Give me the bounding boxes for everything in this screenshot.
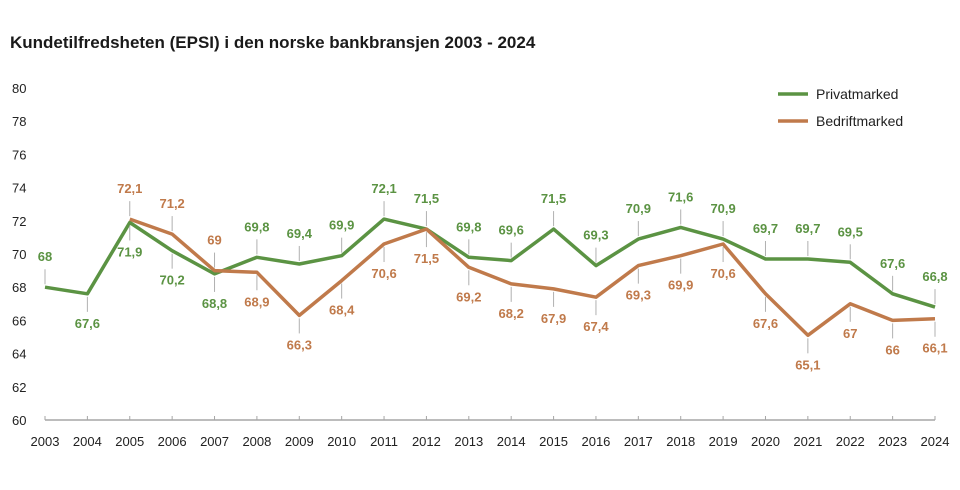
- data-label: 70,9: [710, 201, 735, 216]
- data-label: 68,9: [244, 294, 269, 309]
- x-tick-label: 2018: [666, 434, 695, 449]
- y-tick-label: 78: [12, 114, 26, 129]
- data-label: 69,8: [244, 219, 269, 234]
- data-label: 67,6: [753, 316, 778, 331]
- legend: Privatmarked Bedriftmarked: [778, 86, 903, 129]
- x-tick-label: 2007: [200, 434, 229, 449]
- data-label: 67,6: [880, 256, 905, 271]
- x-tick-label: 2013: [454, 434, 483, 449]
- x-tick-label: 2008: [242, 434, 271, 449]
- data-label: 70,9: [626, 201, 651, 216]
- data-label: 69,5: [838, 224, 863, 239]
- data-label: 69,3: [626, 288, 651, 303]
- data-label: 69,7: [753, 221, 778, 236]
- x-tick-label: 2019: [709, 434, 738, 449]
- x-tick-label: 2017: [624, 434, 653, 449]
- y-tick-label: 80: [12, 81, 26, 96]
- y-tick-label: 74: [12, 181, 26, 196]
- y-tick-label: 62: [12, 380, 26, 395]
- data-label: 69,2: [456, 289, 481, 304]
- data-label: 66,1: [922, 341, 947, 356]
- data-label: 69,6: [499, 223, 524, 238]
- x-tick-label: 2024: [921, 434, 950, 449]
- chart-title: Kundetilfredsheten (EPSI) i den norske b…: [10, 33, 536, 52]
- x-tick-label: 2010: [327, 434, 356, 449]
- series-line-bedriftmarked: [129, 217, 936, 338]
- legend-label: Bedriftmarked: [816, 113, 903, 129]
- data-label: 71,5: [414, 251, 439, 266]
- data-label: 71,2: [159, 196, 184, 211]
- x-tick-label: 2023: [878, 434, 907, 449]
- data-label: 72,1: [371, 181, 396, 196]
- data-label: 65,1: [795, 357, 820, 372]
- series-line-privatmarked: [44, 217, 936, 309]
- data-label: 67,4: [583, 319, 609, 334]
- x-tick-label: 2011: [370, 434, 398, 449]
- data-label: 71,5: [541, 191, 566, 206]
- data-label: 67,6: [75, 316, 100, 331]
- x-tick-label: 2003: [31, 434, 60, 449]
- x-tick-label: 2009: [285, 434, 314, 449]
- data-label: 72,1: [117, 181, 142, 196]
- data-label: 68,4: [329, 303, 355, 318]
- x-tick-label: 2020: [751, 434, 780, 449]
- data-label: 66,3: [287, 337, 312, 352]
- legend-label: Privatmarked: [816, 86, 898, 102]
- data-label: 68: [38, 249, 52, 264]
- x-tick-label: 2004: [73, 434, 102, 449]
- data-label: 66: [885, 342, 899, 357]
- data-label: 69,8: [456, 219, 481, 234]
- x-tick-label: 2012: [412, 434, 441, 449]
- y-tick-label: 72: [12, 214, 26, 229]
- x-tick-label: 2005: [115, 434, 144, 449]
- data-label: 69,9: [329, 218, 354, 233]
- y-axis: 60 62 64 66 68 70 72 74 76 78 80: [12, 81, 26, 428]
- data-label: 68,8: [202, 296, 227, 311]
- data-label: 67,9: [541, 311, 566, 326]
- data-label: 69: [207, 233, 221, 248]
- x-tick-label: 2006: [158, 434, 187, 449]
- y-tick-label: 68: [12, 280, 26, 295]
- x-tick-label: 2016: [581, 434, 610, 449]
- data-labels: 68 67,6 71,9 70,2 68,8 69,8 69,4 69,9 72,1 71,5 69…: [38, 181, 948, 372]
- data-label: 69,3: [583, 228, 608, 243]
- data-label: 69,7: [795, 221, 820, 236]
- data-label: 69,4: [287, 226, 313, 241]
- data-label: 71,6: [668, 189, 693, 204]
- x-tick-label: 2014: [497, 434, 526, 449]
- data-label: 70,6: [371, 266, 396, 281]
- y-tick-label: 76: [12, 147, 26, 162]
- data-label: 69,9: [668, 278, 693, 293]
- y-tick-label: 70: [12, 247, 26, 262]
- x-tick-label: 2022: [836, 434, 865, 449]
- x-tick-label: 2021: [793, 434, 822, 449]
- data-label: 71,5: [414, 191, 439, 206]
- data-label: 66,8: [922, 269, 947, 284]
- data-label: 68,2: [499, 306, 524, 321]
- data-label: 67: [843, 326, 857, 341]
- x-axis: 2003 2004 2005 2006 2007 2008 2009 2010 2011 2012…: [31, 416, 950, 449]
- data-label: 70,6: [710, 266, 735, 281]
- y-tick-label: 60: [12, 413, 26, 428]
- data-label: 71,9: [117, 244, 142, 259]
- y-tick-label: 64: [12, 347, 26, 362]
- y-tick-label: 66: [12, 313, 26, 328]
- series-lines: [44, 217, 936, 338]
- x-tick-label: 2015: [539, 434, 568, 449]
- data-label: 70,2: [159, 273, 184, 288]
